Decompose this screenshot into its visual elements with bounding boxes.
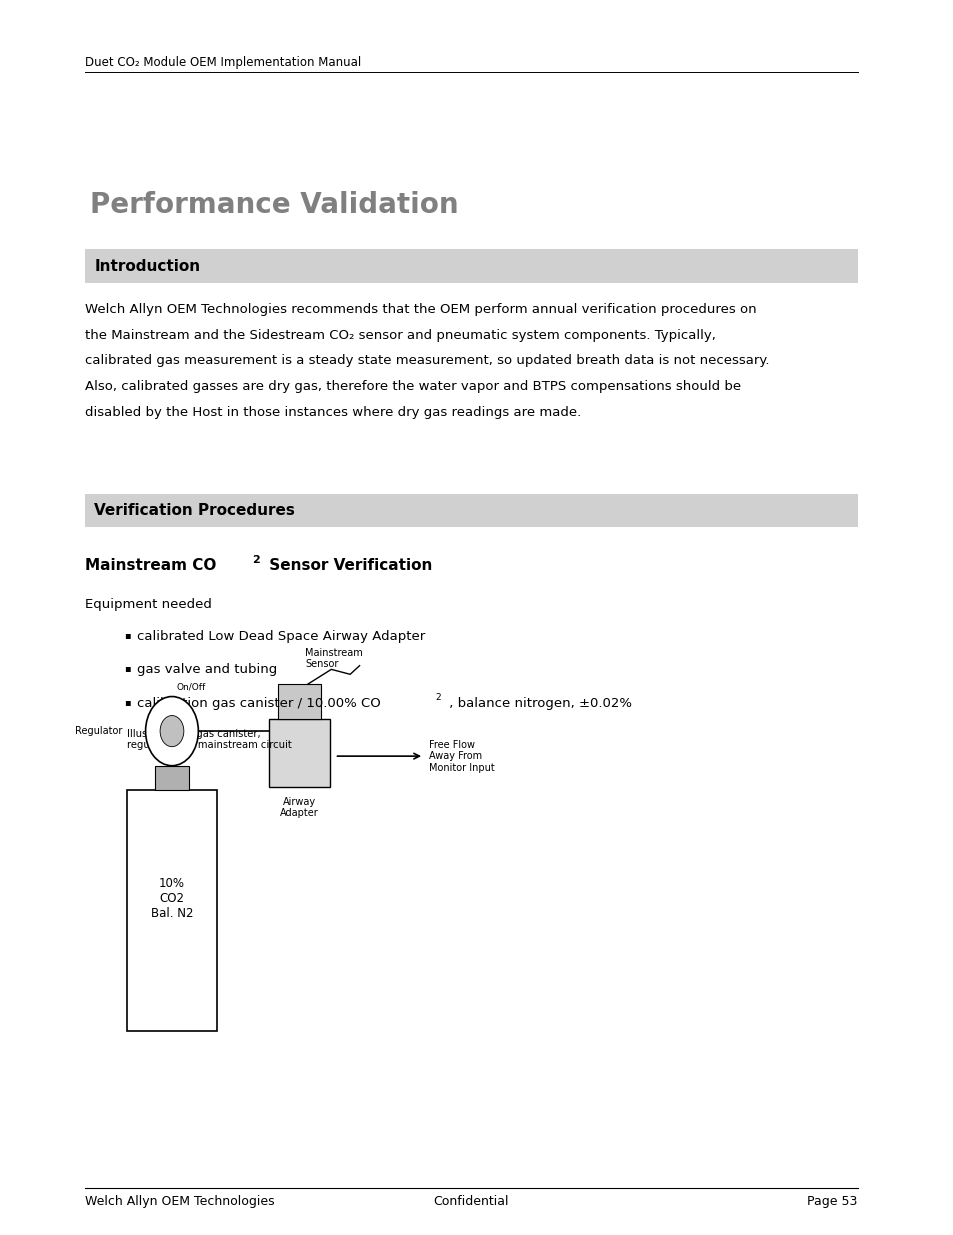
Text: Performance Validation: Performance Validation <box>90 191 457 220</box>
Text: ▪: ▪ <box>124 663 131 673</box>
Text: the Mainstream and the Sidestream CO₂ sensor and pneumatic system components. Ty: the Mainstream and the Sidestream CO₂ se… <box>85 329 715 342</box>
Text: Mainstream CO: Mainstream CO <box>85 558 216 573</box>
Text: Regulator: Regulator <box>75 726 122 736</box>
Text: Page 53: Page 53 <box>806 1194 857 1208</box>
FancyBboxPatch shape <box>269 719 330 787</box>
Text: Mainstream
Sensor: Mainstream Sensor <box>305 648 363 669</box>
Text: calibrated gas measurement is a steady state measurement, so updated breath data: calibrated gas measurement is a steady s… <box>85 354 768 368</box>
FancyBboxPatch shape <box>154 766 189 790</box>
Text: Free Flow
Away From
Monitor Input: Free Flow Away From Monitor Input <box>428 740 494 773</box>
Text: Illustration of gas canister,
regulator and mainstream circuit: Illustration of gas canister, regulator … <box>127 729 292 750</box>
Text: gas valve and tubing: gas valve and tubing <box>136 663 276 677</box>
Circle shape <box>160 715 184 747</box>
Text: Introduction: Introduction <box>94 258 200 274</box>
FancyBboxPatch shape <box>127 790 216 1031</box>
Text: 2: 2 <box>253 555 260 564</box>
Text: Confidential: Confidential <box>433 1194 508 1208</box>
Text: Also, calibrated gasses are dry gas, therefore the water vapor and BTPS compensa: Also, calibrated gasses are dry gas, the… <box>85 380 740 394</box>
Text: calibration gas canister / 10.00% CO: calibration gas canister / 10.00% CO <box>136 697 380 710</box>
Text: Airway
Adapter: Airway Adapter <box>279 797 318 818</box>
Text: ▪: ▪ <box>124 697 131 706</box>
Text: 2: 2 <box>435 693 440 701</box>
FancyBboxPatch shape <box>277 684 320 719</box>
Text: On/Off: On/Off <box>176 683 206 692</box>
Circle shape <box>146 697 198 766</box>
Text: Equipment needed: Equipment needed <box>85 598 212 611</box>
Text: 10%
CO2
Bal. N2: 10% CO2 Bal. N2 <box>151 877 193 920</box>
Text: ▪: ▪ <box>124 630 131 640</box>
Text: Duet CO₂ Module OEM Implementation Manual: Duet CO₂ Module OEM Implementation Manua… <box>85 56 360 69</box>
Text: calibrated Low Dead Space Airway Adapter: calibrated Low Dead Space Airway Adapter <box>136 630 424 643</box>
Text: Welch Allyn OEM Technologies: Welch Allyn OEM Technologies <box>85 1194 274 1208</box>
FancyBboxPatch shape <box>85 494 857 527</box>
Text: Welch Allyn OEM Technologies recommends that the OEM perform annual verification: Welch Allyn OEM Technologies recommends … <box>85 303 756 316</box>
FancyBboxPatch shape <box>85 249 857 283</box>
Text: Sensor Verification: Sensor Verification <box>264 558 432 573</box>
Text: Verification Procedures: Verification Procedures <box>94 503 294 519</box>
Text: disabled by the Host in those instances where dry gas readings are made.: disabled by the Host in those instances … <box>85 406 580 420</box>
Text: , balance nitrogen, ±0.02%: , balance nitrogen, ±0.02% <box>444 697 631 710</box>
